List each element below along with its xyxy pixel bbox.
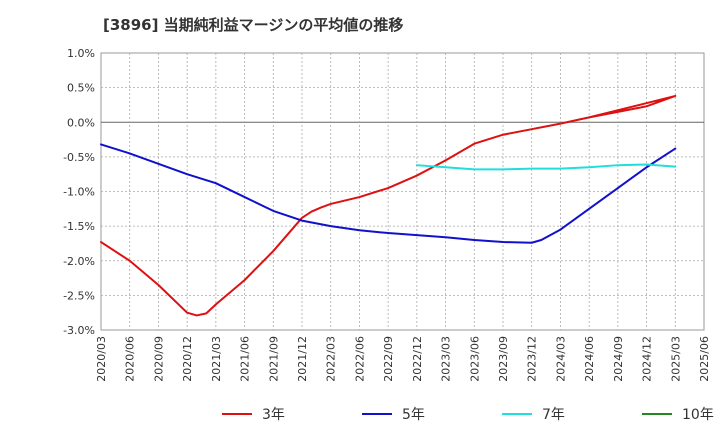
series-lines	[100, 94, 677, 317]
y-tick-label: -2.5%	[63, 289, 95, 302]
y-tick-label: -3.0%	[63, 324, 95, 337]
series-line	[415, 163, 677, 171]
legend-label: 5年	[402, 407, 425, 423]
y-tick-label: -0.5%	[63, 151, 95, 164]
x-tick-label: 2024/09	[612, 336, 625, 382]
series-line	[100, 94, 677, 317]
x-tick-label: 2022/09	[382, 336, 395, 382]
x-tick-label: 2021/03	[210, 336, 223, 382]
x-tick-label: 2024/06	[583, 336, 596, 382]
x-tick-label: 2023/12	[526, 336, 539, 382]
x-tick-label: 2021/06	[239, 336, 252, 382]
x-tick-label: 2024/12	[641, 336, 654, 382]
chart-title: [3896] 当期純利益マージンの平均値の推移	[103, 16, 404, 34]
x-tick-label: 2025/06	[698, 336, 711, 382]
legend-label: 10年	[682, 407, 714, 423]
x-tick-label: 2021/12	[296, 336, 309, 382]
x-tick-label: 2020/12	[181, 336, 194, 382]
x-tick-label: 2020/06	[124, 336, 137, 382]
x-tick-label: 2025/03	[669, 336, 682, 382]
x-tick-label: 2022/03	[325, 336, 338, 382]
x-tick-label: 2022/12	[411, 336, 424, 382]
x-tick-label: 2023/03	[440, 336, 453, 382]
y-tick-label: -2.0%	[63, 255, 95, 268]
y-tick-label: 0.0%	[67, 116, 95, 129]
x-tick-label: 2020/09	[152, 336, 165, 382]
y-axis-ticks: 1.0% 0.5% 0.0% -0.5% -1.0% -1.5% -2.0% -2.5% -3.…	[63, 47, 95, 337]
x-tick-label: 2021/09	[267, 336, 280, 382]
y-tick-label: -1.0%	[63, 186, 95, 199]
series-line	[100, 143, 677, 244]
x-tick-label: 2022/06	[353, 336, 366, 382]
legend: 3年 5年 7年 10年	[222, 407, 714, 423]
legend-label: 7年	[542, 407, 565, 423]
x-axis-ticks: 2020/03 2020/06 2020/09 2020/12 2021/03 2021/…	[95, 336, 711, 382]
x-tick-label: 2023/09	[497, 336, 510, 382]
y-tick-label: 1.0%	[67, 47, 95, 60]
x-tick-label: 2024/03	[554, 336, 567, 382]
x-tick-label: 2023/06	[468, 336, 481, 382]
y-tick-label: 0.5%	[67, 82, 95, 95]
legend-label: 3年	[262, 407, 285, 423]
y-tick-label: -1.5%	[63, 220, 95, 233]
grid-lines	[101, 53, 704, 330]
x-tick-label: 2020/03	[95, 336, 108, 382]
